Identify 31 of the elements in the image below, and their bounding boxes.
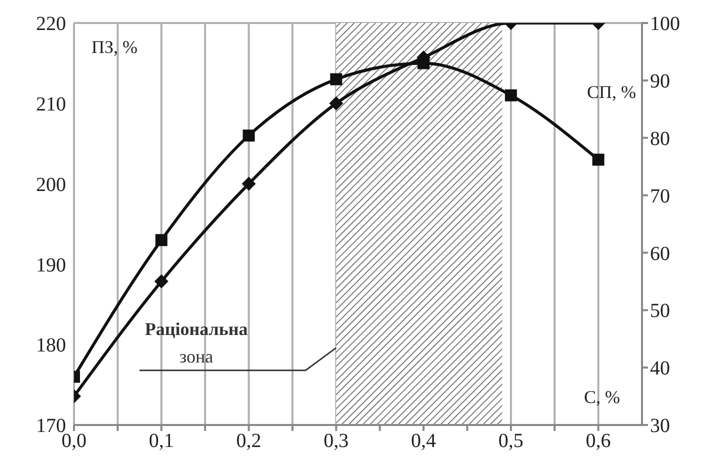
point [242, 176, 256, 191]
x-tick-label: 0,3 [324, 430, 349, 452]
point [504, 89, 517, 102]
y2-tick-label: 80 [650, 128, 670, 150]
x-tick-label: 0,4 [411, 430, 436, 452]
point [155, 234, 168, 246]
y2-tick-label: 50 [650, 300, 670, 322]
y-tick-label: 190 [36, 254, 66, 276]
x-tick-label: 0,1 [148, 430, 174, 452]
y-tick-label: 210 [36, 94, 66, 116]
point [242, 130, 255, 142]
x-tick-label: 0,6 [586, 430, 611, 452]
x-axis-title: С, % [584, 387, 620, 407]
y2-tick-label: 40 [650, 358, 670, 380]
x-tick-label: 0,5 [498, 430, 524, 452]
y-tick-label: 180 [36, 334, 66, 357]
band-label: Раціональна зона [144, 318, 248, 366]
y2-tick-label: 60 [650, 242, 670, 265]
y-axis-title: ПЗ, % [91, 37, 138, 57]
y2-tick-label: 70 [650, 185, 670, 208]
y-tick-label: 200 [36, 174, 66, 196]
y2-tick-label: 90 [650, 70, 670, 93]
x-tick-label: 0,2 [236, 430, 262, 452]
point [329, 96, 344, 110]
point [592, 154, 604, 166]
y2-tick-label: 100 [650, 13, 680, 36]
y2-tick-label: 30 [650, 415, 670, 438]
y2-axis-title: СП, % [587, 82, 636, 102]
y-tick-label: 220 [36, 13, 66, 36]
point [330, 73, 342, 86]
point [154, 274, 168, 288]
